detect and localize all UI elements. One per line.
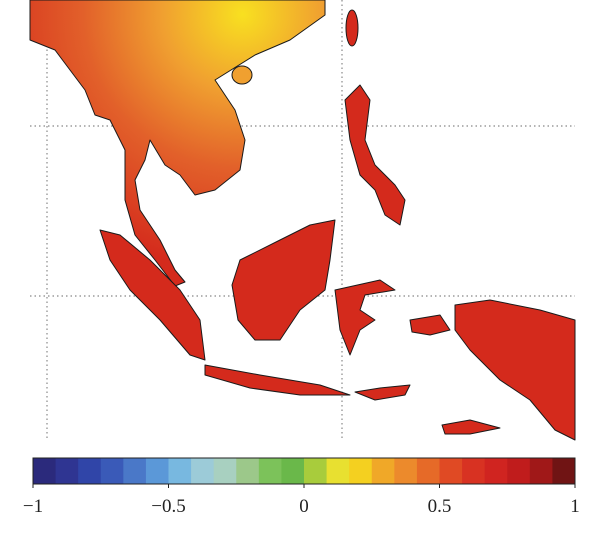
colorbar-frame — [32, 457, 576, 485]
sulawesi — [334, 279, 396, 356]
colorbar-tick-label: 0.5 — [428, 496, 452, 517]
landmasses — [29, 0, 576, 441]
hainan — [231, 65, 253, 85]
small-islands — [441, 419, 501, 435]
lesser-sunda-islands — [354, 384, 411, 401]
colorbar-swatch — [33, 458, 57, 484]
sumatra — [99, 229, 206, 361]
taiwan — [345, 9, 359, 47]
colorbar-swatch — [145, 458, 169, 484]
colorbar-swatch — [349, 458, 373, 484]
colorbar-swatch — [304, 458, 328, 484]
colorbar-swatch — [281, 458, 305, 484]
colorbar-swatch — [326, 458, 350, 484]
java — [204, 364, 351, 396]
colorbar-swatch — [439, 458, 463, 484]
colorbar-swatch — [484, 458, 508, 484]
colorbar-swatch — [168, 458, 192, 484]
colorbar-swatch — [394, 458, 418, 484]
colorbar-swatch — [552, 458, 576, 484]
colorbar-swatch — [123, 458, 147, 484]
colorbar-tick-label: 1 — [570, 496, 580, 517]
philippines — [344, 84, 406, 226]
mainland-southeast-asia — [29, 0, 326, 287]
colorbar-swatch — [507, 458, 531, 484]
new-guinea — [454, 299, 576, 441]
colorbar-swatch — [78, 458, 102, 484]
colorbar-swatch — [55, 458, 79, 484]
colorbar-tick-label: 0 — [299, 496, 309, 517]
colorbar-swatch — [371, 458, 395, 484]
colorbar-swatch — [529, 458, 553, 484]
colorbar-swatch — [100, 458, 124, 484]
colorbar-swatch — [191, 458, 215, 484]
colorbar-swatch — [416, 458, 440, 484]
colorbar-swatch — [258, 458, 282, 484]
maluku — [409, 314, 451, 336]
colorbar-tick-label: −1 — [23, 496, 43, 517]
colorbar-swatch — [213, 458, 237, 484]
colorbar-tick-label: −0.5 — [151, 496, 185, 517]
colorbar-swatch — [236, 458, 260, 484]
colorbar-swatch — [462, 458, 486, 484]
borneo — [231, 219, 336, 341]
